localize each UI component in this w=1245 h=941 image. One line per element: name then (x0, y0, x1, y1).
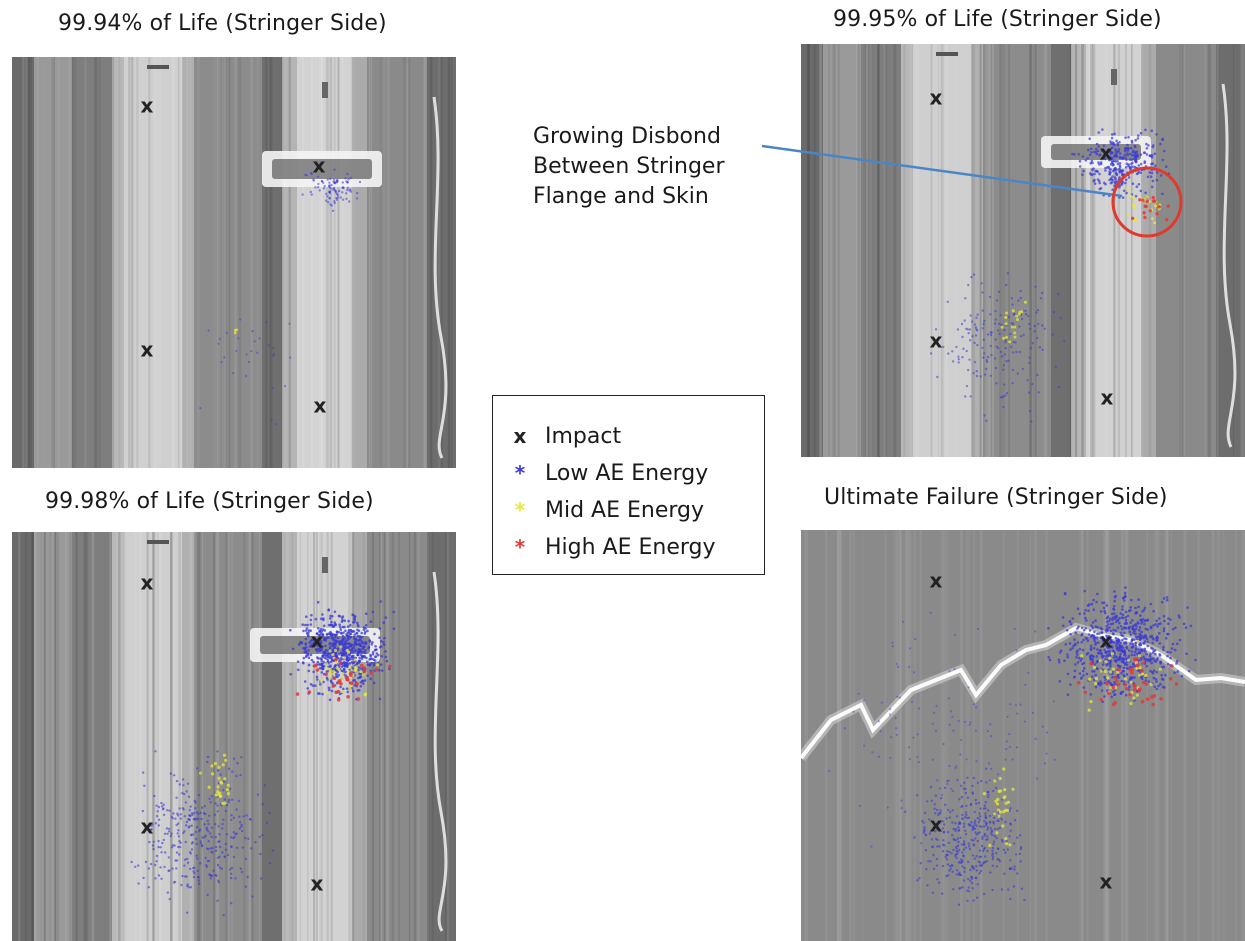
impact-marker: x (141, 571, 154, 595)
annotation-line-1: Growing Disbond (533, 124, 721, 149)
specimen-photo: x x x x (801, 530, 1245, 941)
asterisk-marker-icon: * (514, 498, 526, 522)
impact-marker: x (1100, 141, 1113, 165)
legend-label: Mid AE Energy (545, 497, 705, 523)
legend-label: Impact (545, 423, 622, 449)
panel-title-99-98: 99.98% of Life (Stringer Side) (45, 489, 374, 514)
panel-title-ultimate-failure: Ultimate Failure (Stringer Side) (824, 485, 1168, 510)
impact-marker: x (930, 813, 943, 837)
annotation-line-2: Between Stringer (533, 154, 725, 179)
legend-label: High AE Energy (545, 534, 716, 560)
legend-label: Low AE Energy (545, 460, 709, 486)
asterisk-marker-icon: * (514, 535, 526, 559)
x-marker-icon: x (513, 424, 527, 448)
annotation-line-3: Flange and Skin (533, 184, 709, 209)
impact-marker: x (1100, 870, 1113, 894)
specimen-photo: x x x x (12, 57, 456, 468)
specimen-photo: x x x x (12, 532, 456, 941)
legend-item-high-ae: * High AE Energy (509, 531, 716, 563)
impact-marker: x (930, 329, 943, 353)
legend-item-impact: x Impact (509, 420, 622, 452)
specimen-photo: x x x x (801, 44, 1245, 457)
impact-marker: x (311, 872, 324, 896)
impact-marker: x (930, 86, 943, 110)
disbond-annotation: Growing Disbond Between Stringer Flange … (533, 122, 725, 212)
impact-marker: x (313, 154, 326, 178)
panel-image-99-95: x x x x (801, 44, 1245, 457)
panel-image-ultimate-failure: x x x x (801, 530, 1245, 941)
impact-marker: x (314, 394, 327, 418)
legend: x Impact * Low AE Energy * Mid AE Energy… (492, 395, 765, 575)
impact-marker: x (311, 629, 324, 653)
impact-marker: x (141, 338, 154, 362)
impact-marker: x (141, 815, 154, 839)
legend-item-low-ae: * Low AE Energy (509, 457, 709, 489)
panel-title-99-94: 99.94% of Life (Stringer Side) (58, 11, 387, 36)
impact-marker: x (1100, 629, 1113, 653)
legend-item-mid-ae: * Mid AE Energy (509, 494, 704, 526)
impact-marker: x (1101, 386, 1114, 410)
impact-marker: x (930, 569, 943, 593)
panel-image-99-98: x x x x (12, 532, 456, 941)
panel-image-99-94: x x x x (12, 57, 456, 468)
panel-title-99-95: 99.95% of Life (Stringer Side) (833, 7, 1162, 32)
asterisk-marker-icon: * (514, 461, 526, 485)
impact-marker: x (141, 94, 154, 118)
